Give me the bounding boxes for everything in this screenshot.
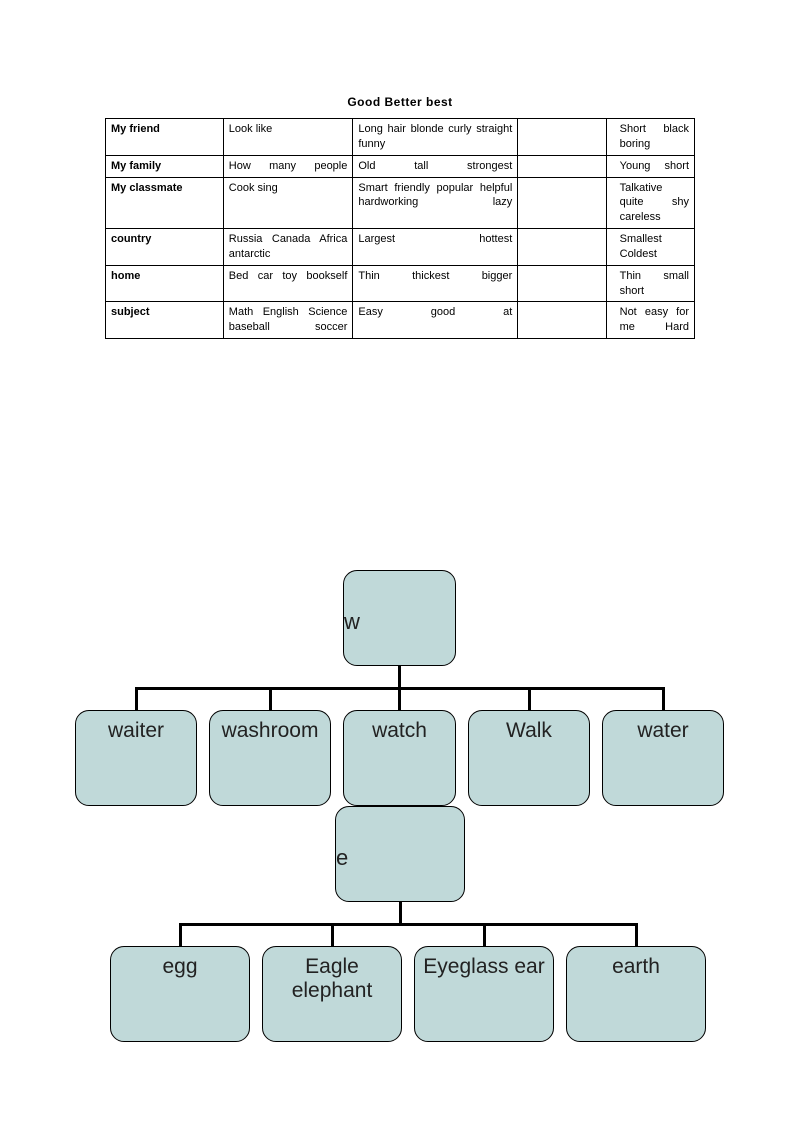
tree-child-node: water [602, 710, 724, 806]
cell-col2: How many people [223, 155, 353, 177]
table-row: subjectMath English Science baseball soc… [106, 302, 695, 339]
cell-spacer [518, 302, 606, 339]
tree-root-node: w [343, 570, 456, 666]
cell-col4: Young short [606, 155, 694, 177]
table-row: My familyHow many peopleOld tall stronge… [106, 155, 695, 177]
cell-spacer [518, 177, 606, 229]
cell-col4: Not easy for me Hard [606, 302, 694, 339]
row-header: country [106, 229, 224, 266]
cell-col2: Cook sing [223, 177, 353, 229]
cell-col2: Look like [223, 119, 353, 156]
cell-col3: Easy good at [353, 302, 518, 339]
tree-child-node: Walk [468, 710, 590, 806]
table-row: countryRussia Canada Africa antarcticLar… [106, 229, 695, 266]
connector [398, 666, 401, 688]
cell-col4: Thin small short [606, 265, 694, 302]
cell-col4: Talkative quite shy careless [606, 177, 694, 229]
row-header: My friend [106, 119, 224, 156]
cell-spacer [518, 119, 606, 156]
tree-child-node: egg [110, 946, 250, 1042]
cell-col3: Smart friendly popular helpful hardworki… [353, 177, 518, 229]
cell-col3: Largest hottest [353, 229, 518, 266]
connector [483, 924, 486, 946]
cell-col4: Smallest Coldest [606, 229, 694, 266]
tree-root-node: e [335, 806, 465, 902]
page-title: Good Better best [0, 95, 800, 109]
table-row: homeBed car toy bookselfThin thickest bi… [106, 265, 695, 302]
row-header: subject [106, 302, 224, 339]
tree-child-node: Eagle elephant [262, 946, 402, 1042]
cell-spacer [518, 265, 606, 302]
cell-col3: Thin thickest bigger [353, 265, 518, 302]
cell-col2: Bed car toy bookself [223, 265, 353, 302]
tree-child-node: washroom [209, 710, 331, 806]
connector [399, 902, 402, 924]
cell-col2: Russia Canada Africa antarctic [223, 229, 353, 266]
row-header: My family [106, 155, 224, 177]
connector [269, 688, 272, 710]
connector [635, 924, 638, 946]
cell-col4: Short black boring [606, 119, 694, 156]
connector [331, 924, 334, 946]
connector [528, 688, 531, 710]
cell-spacer [518, 155, 606, 177]
table-body: My friendLook likeLong hair blonde curly… [106, 119, 695, 339]
connector [179, 923, 638, 926]
table-row: My classmateCook singSmart friendly popu… [106, 177, 695, 229]
cell-col2: Math English Science baseball soccer [223, 302, 353, 339]
row-header: My classmate [106, 177, 224, 229]
tree-child-node: waiter [75, 710, 197, 806]
table-row: My friendLook likeLong hair blonde curly… [106, 119, 695, 156]
tree-child-node: earth [566, 946, 706, 1042]
connector [135, 688, 138, 710]
tree-child-node: watch [343, 710, 456, 806]
cell-spacer [518, 229, 606, 266]
row-header: home [106, 265, 224, 302]
page: Good Better best My friendLook likeLong … [0, 0, 800, 1132]
connector [179, 924, 182, 946]
connector [398, 688, 401, 710]
comparison-table: My friendLook likeLong hair blonde curly… [105, 118, 695, 339]
tree-child-node: Eyeglass ear [414, 946, 554, 1042]
cell-col3: Old tall strongest [353, 155, 518, 177]
cell-col3: Long hair blonde curly straight funny [353, 119, 518, 156]
connector [662, 688, 665, 710]
